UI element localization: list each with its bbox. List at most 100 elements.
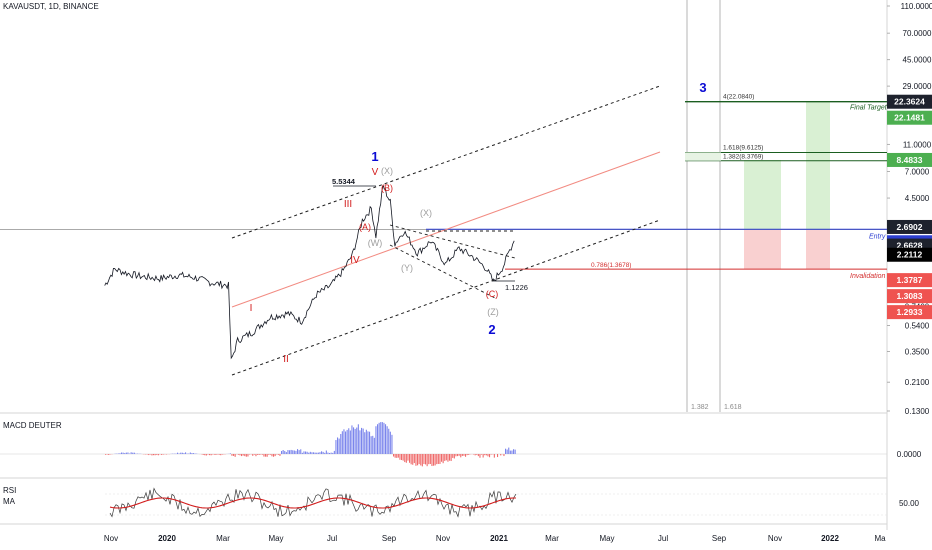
macd-histogram-bar — [477, 454, 479, 457]
channel-upper — [231, 85, 661, 239]
macd-histogram-bar — [284, 451, 286, 454]
price-axis-tick: 0.3500 — [905, 347, 930, 356]
macd-histogram-bar — [279, 454, 281, 456]
macd-histogram-bar — [117, 453, 119, 454]
macd-histogram-bar — [353, 427, 355, 454]
macd-histogram-bar — [399, 454, 401, 460]
macd-histogram-bar — [380, 422, 382, 454]
long-target-zone-2 — [806, 101, 830, 230]
macd-histogram-bar — [466, 454, 468, 456]
macd-histogram-bar — [487, 454, 489, 457]
macd-histogram-bar — [418, 454, 420, 465]
macd-histogram-bar — [485, 454, 487, 456]
macd-histogram-bar — [189, 452, 191, 454]
macd-histogram-bar — [321, 451, 323, 454]
macd-histogram-bar — [514, 449, 516, 454]
macd-histogram-bar — [316, 452, 318, 454]
price-axis-tick: 70.0000 — [903, 29, 932, 38]
macd-histogram-bar — [301, 452, 303, 454]
macd-histogram-bar — [177, 452, 179, 454]
rsi-line — [109, 487, 517, 518]
macd-histogram-bar — [341, 431, 343, 454]
macd-histogram-bar — [268, 454, 270, 455]
macd-histogram-bar — [156, 454, 158, 455]
chart-title: KAVAUSDT, 1D, BINANCE — [3, 2, 99, 11]
macd-histogram-bar — [273, 454, 275, 457]
time-axis-tick: 2021 — [490, 534, 508, 543]
macd-histogram-bar — [337, 437, 339, 454]
macd-histogram-bar — [161, 454, 163, 455]
macd-histogram-bar — [433, 454, 435, 466]
macd-histogram-bar — [460, 454, 462, 458]
macd-histogram-bar — [442, 454, 444, 464]
macd-histogram-bar — [345, 431, 347, 454]
macd-histogram-bar — [490, 454, 492, 455]
macd-histogram-bar — [293, 450, 295, 454]
macd-histogram-bar — [300, 449, 302, 454]
macd-histogram-bar — [489, 454, 491, 458]
macd-histogram-bar — [434, 454, 436, 466]
macd-histogram-bar — [231, 454, 233, 456]
wave-label-C: (C) — [486, 289, 499, 299]
macd-histogram-bar — [493, 454, 495, 458]
macd-histogram-bar — [420, 454, 422, 466]
price-tag-bg — [887, 219, 932, 234]
macd-histogram-bar — [271, 454, 273, 457]
macd-histogram-bar — [391, 434, 393, 454]
macd-histogram-bar — [261, 454, 263, 455]
macd-histogram-bar — [247, 454, 249, 457]
macd-histogram-bar — [297, 449, 299, 454]
macd-histogram-bar — [185, 452, 187, 454]
macd-histogram-bar — [130, 452, 132, 454]
macd-histogram-bar — [476, 454, 478, 455]
macd-histogram-bar — [452, 454, 454, 458]
macd-histogram-bar — [213, 454, 215, 455]
macd-histogram-bar — [444, 454, 446, 461]
macd-histogram-bar — [484, 454, 486, 456]
macd-histogram-bar — [428, 454, 430, 465]
time-axis-tick: Nov — [768, 534, 782, 543]
macd-histogram-bar — [253, 454, 255, 455]
macd-histogram-bar — [252, 454, 254, 456]
fib-1618-label: 1.618(9.6125) — [723, 144, 763, 151]
macd-histogram-bar — [154, 454, 156, 456]
macd-pane-title: MACD DEUTER — [3, 421, 62, 430]
macd-histogram-bar — [127, 452, 129, 454]
wedge-lower — [389, 244, 496, 299]
time-axis-tick: Sep — [382, 534, 397, 543]
macd-histogram-bar — [314, 452, 316, 454]
price-tag-bg — [887, 289, 932, 304]
macd-histogram-bar — [503, 454, 505, 457]
macd-histogram-bar — [373, 437, 375, 454]
macd-histogram-bar — [394, 454, 396, 458]
wave-label-X2: (X) — [420, 208, 432, 218]
macd-histogram-bar — [393, 454, 395, 457]
price-axis-tick: 0.5400 — [905, 321, 930, 330]
macd-histogram-bar — [348, 428, 350, 454]
macd-histogram-bar — [407, 454, 409, 461]
price-tag: 2.6902 — [897, 222, 923, 232]
wave-label-II: II — [283, 354, 289, 365]
macd-histogram-bar — [245, 454, 247, 457]
macd-histogram-bar — [343, 429, 345, 454]
macd-histogram-bar — [229, 453, 231, 454]
price-axis-tick: 45.0000 — [903, 56, 932, 65]
fib-time-label-1618: 1.618 — [724, 404, 742, 411]
macd-histogram-bar — [327, 452, 329, 454]
macd-axis-tick: 0.0000 — [897, 450, 922, 459]
macd-histogram-bar — [193, 453, 195, 454]
wave-label-2: 2 — [488, 322, 495, 337]
macd-histogram-bar — [309, 451, 311, 454]
macd-histogram-bar — [215, 454, 217, 455]
macd-histogram-bar — [260, 454, 262, 455]
macd-histogram-bar — [282, 450, 284, 454]
macd-histogram-bar — [511, 450, 513, 454]
macd-histogram-bar — [447, 454, 449, 462]
macd-histogram-bar — [378, 422, 380, 454]
wave-label-Y: (Y) — [401, 263, 413, 273]
macd-histogram-bar — [311, 452, 313, 454]
long-stop-zone-2 — [806, 229, 830, 270]
macd-histogram-bar — [359, 430, 361, 454]
macd-histogram-bar — [410, 454, 412, 465]
